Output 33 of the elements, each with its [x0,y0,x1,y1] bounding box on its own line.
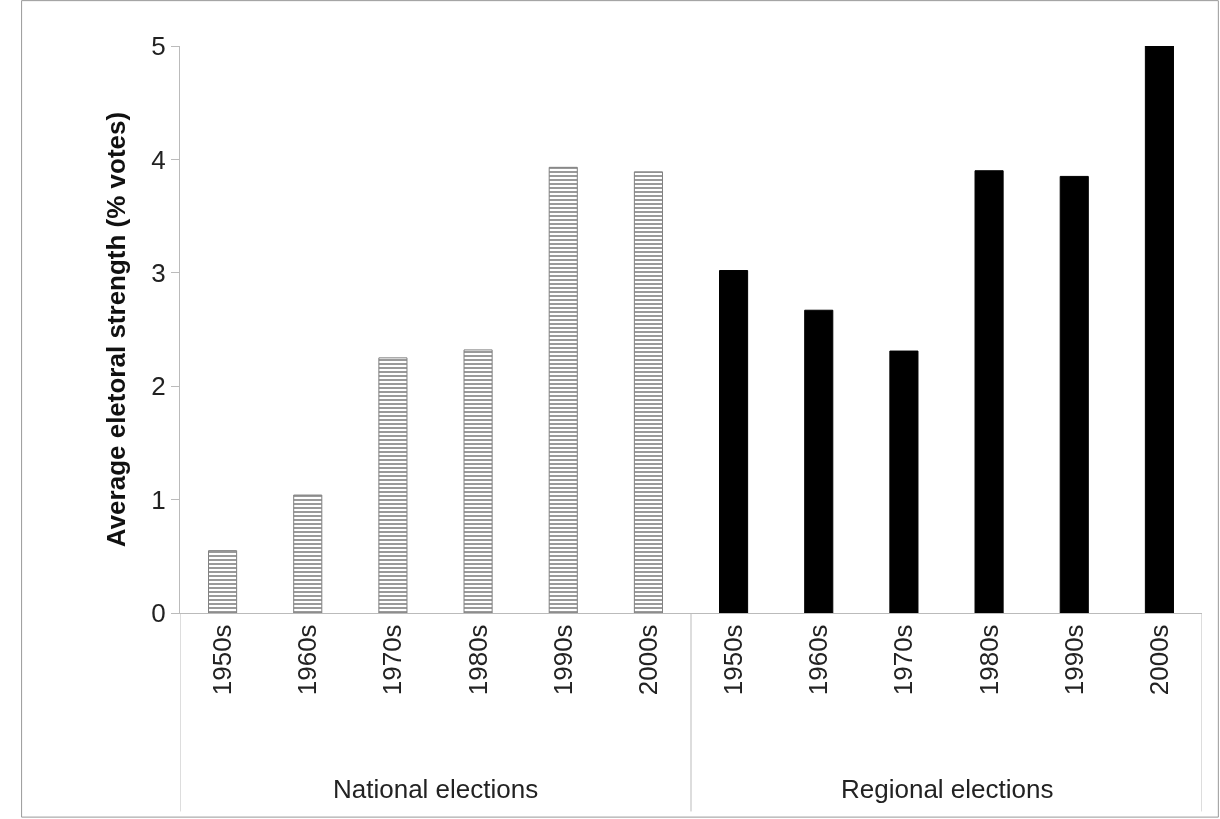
x-tick-label: 1960s [292,624,323,696]
x-tick-label: 1960s [803,624,834,696]
text: National elections [333,774,539,804]
bar [378,357,408,613]
y-tick-label: 5 [151,31,166,62]
bar [463,349,493,613]
text: Regional elections [841,774,1054,804]
y-tick-label: 4 [151,144,166,175]
y-tick-label: 1 [151,484,166,515]
bar [548,166,578,613]
bar [1144,46,1174,613]
x-tick-label: 2000s [632,624,663,696]
x-tick-label: 1990s [547,624,578,696]
x-tick-label: 2000s [1143,624,1174,696]
x-tick-label: 1970s [377,624,408,696]
bar [633,171,663,613]
bar [719,270,749,613]
bar [889,350,919,613]
x-tick-label: 1980s [462,624,493,696]
y-tick-label: 3 [151,257,166,288]
bar [293,494,323,613]
bar [974,170,1004,613]
y-tick-label: 2 [151,371,166,402]
bar [208,550,238,613]
x-tick-label: 1950s [207,624,238,696]
y-axis-title: Average eletoral strength (% votes) [100,111,131,548]
y-tick-label: 0 [151,598,166,629]
bar [1059,175,1089,613]
x-tick-label: 1980s [973,624,1004,696]
x-tick-label: 1950s [718,624,749,696]
x-tick-label: 1990s [1058,624,1089,696]
x-tick-label: 1970s [888,624,919,696]
bar [804,309,834,613]
